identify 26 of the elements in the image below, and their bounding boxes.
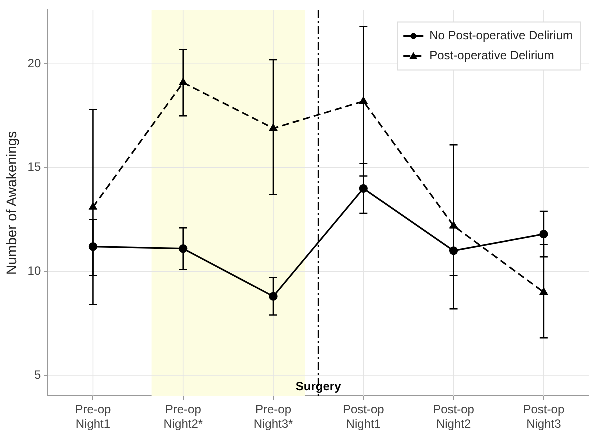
ref-line-label: Surgery (296, 380, 342, 394)
y-tick-label: 5 (34, 368, 42, 382)
y-axis-title: Number of Awakenings (3, 131, 20, 276)
x-tick-label: Post-op Night3 (523, 402, 565, 432)
point (270, 124, 278, 132)
x-tick-label: Pre-op Night2* (164, 402, 204, 432)
point (88, 242, 98, 252)
y-tick-label: 10 (28, 264, 42, 278)
point (359, 184, 368, 193)
y-tick-label: 15 (28, 160, 42, 174)
point (360, 97, 368, 104)
y-tick-label: 20 (28, 56, 42, 70)
point (449, 246, 458, 256)
legend-label: Post-operative Delirium (430, 48, 554, 63)
point (89, 203, 98, 210)
x-tick-label: Pre-op Night1 (75, 402, 112, 432)
point (540, 288, 548, 295)
x-tick-label: Post-op Night1 (342, 402, 385, 432)
x-tick-label: Pre-op Night3* (254, 402, 294, 432)
point (450, 222, 458, 229)
point (269, 292, 278, 301)
legend-label: No Post-operative Delirium (430, 28, 574, 43)
point (540, 230, 548, 239)
point (179, 244, 188, 254)
point (180, 78, 188, 86)
x-tick-label: Post-op Night2 (433, 402, 475, 432)
